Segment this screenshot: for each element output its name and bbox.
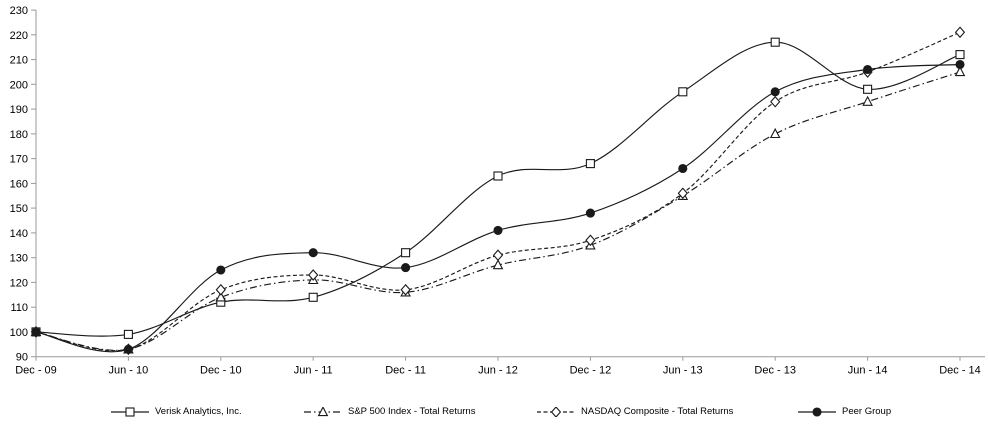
svg-text:Jun - 13: Jun - 13 — [663, 365, 703, 377]
legend-label-peer-group: Peer Group — [842, 406, 892, 417]
svg-text:180: 180 — [10, 129, 28, 141]
legend-label-nasdaq: NASDAQ Composite - Total Returns — [581, 406, 734, 417]
svg-text:160: 160 — [10, 178, 28, 190]
svg-text:Dec - 12: Dec - 12 — [570, 365, 612, 377]
sp500-line-sample — [304, 406, 342, 416]
svg-text:Dec - 13: Dec - 13 — [754, 365, 796, 377]
svg-text:210: 210 — [10, 55, 28, 67]
svg-text:200: 200 — [10, 79, 28, 91]
verisk-line-sample — [111, 406, 149, 417]
svg-text:120: 120 — [10, 277, 28, 289]
series-s-p-500-index-total-returns — [30, 66, 966, 354]
svg-text:110: 110 — [10, 302, 28, 314]
legend-item-peer-group: Peer Group — [797, 406, 891, 417]
svg-text:220: 220 — [10, 30, 28, 42]
chart-legend: Verisk Analytics, Inc. S&P 500 Index - T… — [0, 399, 988, 429]
nasdaq-line-sample — [537, 406, 575, 417]
legend-label-verisk: Verisk Analytics, Inc. — [155, 406, 242, 417]
svg-text:100: 100 — [10, 327, 28, 339]
svg-text:Jun - 14: Jun - 14 — [848, 365, 888, 377]
svg-text:Dec - 14: Dec - 14 — [939, 365, 981, 377]
series-verisk-analytics-inc — [31, 37, 965, 339]
svg-text:190: 190 — [10, 104, 28, 116]
svg-text:130: 130 — [10, 253, 28, 265]
legend-label-sp500: S&P 500 Index - Total Returns — [348, 406, 476, 417]
svg-text:Jun - 10: Jun - 10 — [109, 365, 149, 377]
svg-text:230: 230 — [10, 5, 28, 17]
svg-text:140: 140 — [10, 228, 28, 240]
svg-text:Dec - 11: Dec - 11 — [385, 365, 426, 377]
legend-item-sp500: S&P 500 Index - Total Returns — [303, 406, 475, 417]
svg-text:90: 90 — [16, 352, 28, 364]
svg-text:Dec - 09: Dec - 09 — [15, 365, 57, 377]
legend-item-verisk: Verisk Analytics, Inc. — [110, 406, 242, 417]
svg-text:Jun - 12: Jun - 12 — [478, 365, 518, 377]
svg-text:Dec - 10: Dec - 10 — [200, 365, 242, 377]
peer-group-line-sample — [798, 406, 836, 417]
svg-text:150: 150 — [10, 203, 28, 215]
legend-item-nasdaq: NASDAQ Composite - Total Returns — [536, 406, 733, 417]
series-nasdaq-composite-total-returns — [30, 26, 966, 356]
performance-chart: 90 100 110 120 130 140 150 160 170 180 190 200 210 22… — [10, 5, 985, 377]
svg-text:170: 170 — [10, 154, 28, 166]
svg-text:Jun - 11: Jun - 11 — [294, 365, 333, 377]
series-peer-group — [31, 59, 965, 354]
